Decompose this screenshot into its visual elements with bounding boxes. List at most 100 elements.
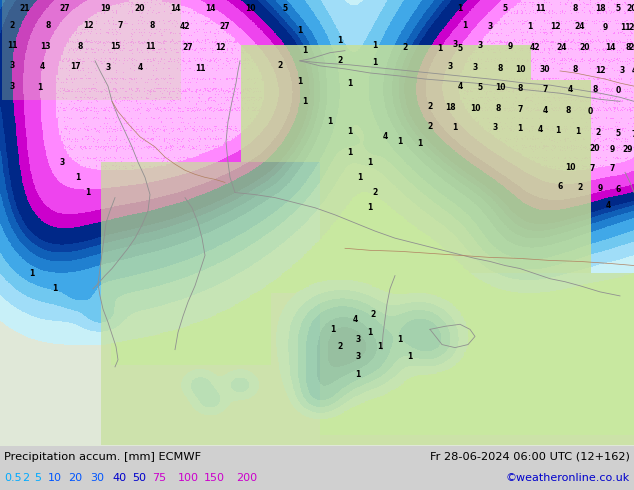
Text: 0: 0: [587, 107, 593, 116]
Text: 12: 12: [550, 22, 560, 31]
Text: 4: 4: [631, 67, 634, 75]
Text: 7: 7: [117, 21, 123, 30]
Text: 1: 1: [347, 78, 353, 88]
Text: 9: 9: [507, 42, 513, 51]
Text: 8: 8: [592, 85, 598, 94]
Text: 30: 30: [90, 473, 104, 483]
Text: 29: 29: [623, 146, 633, 154]
Text: 11: 11: [145, 42, 155, 51]
Text: 18: 18: [444, 103, 455, 112]
Text: 1: 1: [462, 21, 468, 30]
Text: 3: 3: [60, 158, 65, 167]
Text: 0: 0: [616, 86, 621, 95]
Text: Precipitation accum. [mm] ECMWF: Precipitation accum. [mm] ECMWF: [4, 452, 201, 462]
Text: 2: 2: [278, 61, 283, 71]
Text: 2: 2: [595, 128, 600, 137]
Text: 1: 1: [457, 3, 463, 13]
Text: 1: 1: [347, 127, 353, 136]
Text: 1: 1: [327, 117, 333, 126]
Text: 2: 2: [370, 310, 375, 318]
Text: 2: 2: [337, 342, 342, 351]
Text: 3: 3: [105, 63, 110, 73]
Text: 27: 27: [220, 22, 230, 31]
Text: 1: 1: [527, 22, 533, 31]
Text: 5: 5: [477, 83, 482, 92]
Text: 8: 8: [625, 43, 631, 52]
Text: 1: 1: [337, 36, 342, 45]
Text: 24: 24: [575, 22, 585, 31]
Text: 1: 1: [29, 269, 35, 278]
Text: 9: 9: [609, 146, 614, 154]
Text: 11: 11: [7, 41, 17, 50]
Text: 4: 4: [605, 201, 611, 210]
Text: 10: 10: [565, 163, 575, 172]
Text: 1: 1: [37, 83, 42, 92]
Text: 3: 3: [493, 123, 498, 132]
Text: 7: 7: [631, 130, 634, 139]
Text: 1: 1: [437, 44, 443, 53]
Text: 7: 7: [590, 164, 595, 173]
Text: 1: 1: [367, 203, 373, 212]
Text: 11: 11: [620, 23, 630, 32]
Text: 20: 20: [629, 43, 634, 52]
Text: 12: 12: [595, 67, 605, 75]
Text: 6: 6: [557, 182, 562, 191]
Text: 0.5: 0.5: [4, 473, 22, 483]
Text: 8: 8: [573, 3, 578, 13]
Text: 100: 100: [178, 473, 199, 483]
Text: 1: 1: [347, 147, 353, 156]
Text: 3: 3: [448, 62, 453, 72]
Text: 5: 5: [282, 3, 288, 13]
Text: 10: 10: [495, 83, 505, 92]
Text: 8: 8: [495, 104, 501, 113]
Text: 9: 9: [602, 23, 607, 32]
Text: 27: 27: [60, 3, 70, 13]
Text: 18: 18: [595, 3, 605, 13]
Text: 8: 8: [573, 66, 578, 74]
Text: 50: 50: [132, 473, 146, 483]
Text: 3: 3: [453, 40, 458, 49]
Text: 5: 5: [502, 3, 508, 13]
Text: 8: 8: [77, 42, 82, 51]
Text: 1: 1: [398, 137, 403, 147]
Text: 7: 7: [517, 105, 522, 114]
Text: 12: 12: [215, 43, 225, 52]
Text: 4: 4: [382, 132, 387, 141]
Text: 5: 5: [34, 473, 41, 483]
Text: 10: 10: [470, 104, 480, 113]
Text: 7: 7: [609, 164, 615, 173]
Text: 1: 1: [398, 335, 403, 344]
Text: 1: 1: [367, 158, 373, 167]
Text: 7: 7: [542, 85, 548, 94]
Text: 40: 40: [112, 473, 126, 483]
Text: 20: 20: [629, 23, 634, 32]
Text: 27: 27: [183, 43, 193, 52]
Text: 1: 1: [75, 173, 81, 182]
Text: 14: 14: [205, 3, 216, 13]
Text: 2: 2: [372, 188, 378, 197]
Text: 2: 2: [403, 43, 408, 52]
Text: Fr 28-06-2024 06:00 UTC (12+162): Fr 28-06-2024 06:00 UTC (12+162): [430, 452, 630, 462]
Text: 14: 14: [170, 3, 180, 13]
Text: 2: 2: [22, 473, 29, 483]
Text: 24: 24: [557, 43, 567, 52]
Text: 3: 3: [356, 352, 361, 361]
Text: 2: 2: [10, 21, 15, 30]
Text: 5: 5: [458, 44, 463, 53]
Text: 1: 1: [372, 58, 378, 67]
Text: 21: 21: [20, 3, 30, 13]
Text: 1: 1: [372, 41, 378, 50]
Text: 20: 20: [579, 43, 590, 52]
Text: 14: 14: [605, 43, 615, 52]
Text: 8: 8: [150, 21, 155, 30]
Text: 12: 12: [83, 21, 93, 30]
Text: 15: 15: [110, 42, 120, 51]
Text: 8: 8: [497, 64, 503, 74]
Text: 1: 1: [297, 76, 302, 86]
Text: 4: 4: [39, 62, 44, 72]
Text: 42: 42: [180, 22, 190, 31]
Text: 5: 5: [616, 129, 621, 138]
Text: 1: 1: [302, 46, 307, 55]
Text: 20: 20: [68, 473, 82, 483]
Text: 8: 8: [566, 106, 571, 115]
